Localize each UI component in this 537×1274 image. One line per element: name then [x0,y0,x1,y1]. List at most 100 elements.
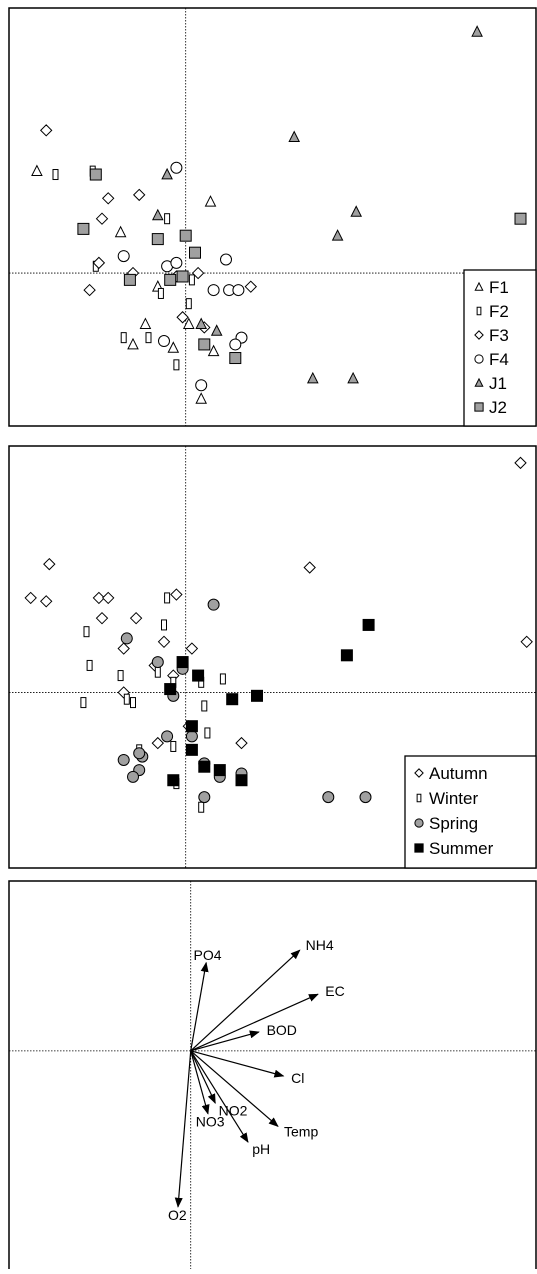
legend-box [463,269,537,427]
data-point [127,770,139,783]
data-point [31,164,43,177]
data-point [167,341,180,353]
data-point [185,730,198,743]
legend: Autumn Winter Spring Summer [404,755,537,869]
data-point [350,205,363,217]
vector-label-no2: NO2 [219,1102,248,1118]
data-point [244,280,258,293]
data-point [251,689,263,702]
data-point [198,760,211,773]
data-point [151,233,164,246]
data-point [161,167,173,180]
data-point [204,727,211,739]
legend-label-f3: F3 [489,326,509,345]
data-point [145,332,152,344]
series-j2 [77,168,527,365]
sites-chart: F1 F2 F3 F4 J1 J2 [8,7,537,427]
vector-no3 [190,1050,210,1115]
vector-label-temp: Temp [284,1124,318,1140]
data-point [83,626,90,638]
legend-marker-j2 [474,402,484,412]
data-point [176,270,189,283]
data-point [129,611,143,625]
data-point [43,557,56,571]
data-point [207,344,220,357]
data-point [114,225,127,238]
data-point [164,592,171,604]
legend-label-spring: Spring [429,814,478,833]
data-point [117,753,130,766]
data-point [201,700,208,712]
variables-panel: NH4 EC PO4 BOD Cl Temp pH NO2 NO3 O2 [0,876,537,1272]
data-point [101,591,115,605]
data-point [161,730,174,743]
vector-label-nh4: NH4 [306,937,334,953]
legend-marker-j1 [474,377,484,387]
series-summer [164,618,375,787]
data-point [173,359,180,371]
legend-label-summer: Summer [429,839,494,858]
data-point [288,130,301,143]
vector-label-po4: PO4 [194,947,222,963]
data-point [514,456,527,470]
data-point [185,720,198,733]
series-f2 [52,165,195,371]
legend-marker-autumn [414,768,424,778]
vector-cl [190,1050,285,1078]
data-point [176,656,189,669]
legend-label-f2: F2 [489,302,509,321]
data-point [220,253,232,266]
data-point [170,161,183,174]
legend-marker-f1 [474,281,484,291]
series-j1 [151,25,483,384]
seasons-chart: Autumn Winter Spring Summer [8,445,537,869]
data-point [185,298,192,310]
vector-temp [190,1050,279,1127]
data-point [192,669,205,682]
data-point [167,774,180,787]
data-point [92,256,106,270]
data-point [151,208,164,221]
data-point [39,124,53,137]
legend-marker-winter [416,793,422,803]
data-point [139,317,152,329]
series-spring [117,598,372,804]
data-point [195,379,208,392]
chart-frame [8,880,537,1272]
data-point [303,561,316,574]
vector-o2 [174,1050,192,1208]
data-point [520,635,533,649]
data-point [331,229,344,241]
vector-nh4 [190,949,301,1052]
chart-frame [8,7,537,427]
data-point [83,283,96,297]
data-point [132,188,146,202]
data-point [95,212,109,225]
data-point [117,642,130,655]
data-point [170,256,183,269]
data-point [514,212,527,225]
data-point [95,611,109,625]
data-point [151,656,164,669]
legend-marker-f4 [474,354,484,364]
data-point [161,619,167,631]
data-point [117,250,130,263]
data-point [151,736,165,750]
sites-panel: F1 F2 F3 F4 J1 J2 [0,0,537,433]
data-point [170,740,177,752]
data-point [232,284,245,297]
legend-label-f1: F1 [489,278,509,297]
data-point [170,588,183,601]
data-point [229,352,242,365]
data-point [306,371,319,384]
legend-marker-spring [414,818,424,828]
series-f4 [117,161,248,392]
data-point [204,195,217,207]
data-point [39,595,53,608]
data-point [127,337,139,350]
data-point [164,273,177,286]
vector-label-o2: O2 [168,1207,187,1223]
data-point [52,169,59,181]
vector-ph [190,1050,249,1143]
data-point [157,635,171,649]
